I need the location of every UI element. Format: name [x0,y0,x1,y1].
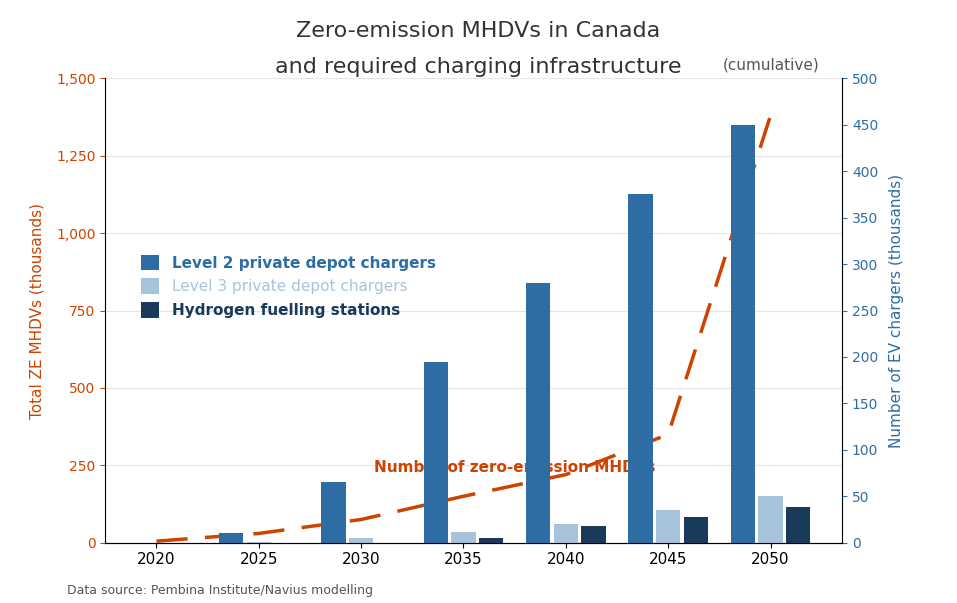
Bar [424,362,448,543]
Bar [451,532,476,543]
Bar [526,283,550,543]
Text: Zero-emission MHDVs in Canada: Zero-emission MHDVs in Canada [297,21,660,41]
Text: (cumulative): (cumulative) [723,57,819,72]
Text: Data source: Pembina Institute/Navius modelling: Data source: Pembina Institute/Navius mo… [67,584,373,597]
Legend: Level 2 private depot chargers, Level 3 private depot chargers, Hydrogen fuellin: Level 2 private depot chargers, Level 3 … [135,248,442,324]
Text: and required charging infrastructure: and required charging infrastructure [276,57,681,77]
Bar [730,125,755,543]
Bar [322,482,345,543]
Bar [349,538,373,543]
Bar [219,534,243,543]
Y-axis label: Total ZE MHDVs (thousands): Total ZE MHDVs (thousands) [30,203,45,418]
Bar [758,496,783,543]
Bar [247,541,271,543]
Bar [478,538,503,543]
Bar [628,194,653,543]
Bar [683,517,708,543]
Bar [581,526,606,543]
Y-axis label: Number of EV chargers (thousands): Number of EV chargers (thousands) [889,174,904,447]
Bar [786,507,811,543]
Bar [656,510,680,543]
Bar [553,524,578,543]
Text: Number of zero-emission MHDVs: Number of zero-emission MHDVs [374,459,656,475]
